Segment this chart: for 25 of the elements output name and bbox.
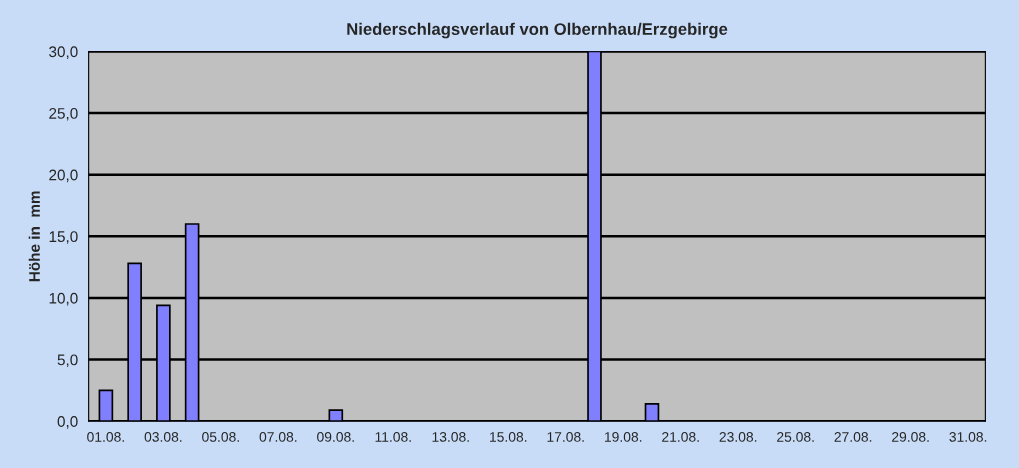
x-tick-label: 29.08. bbox=[892, 431, 929, 442]
x-tick-label: 25.08. bbox=[777, 431, 814, 442]
x-tick-label: 15.08. bbox=[490, 431, 527, 442]
x-tick-label: 07.08. bbox=[259, 431, 297, 442]
y-axis-title: Höhe in mm bbox=[28, 191, 40, 282]
x-tick-label: 13.08. bbox=[432, 431, 469, 442]
x-tick-label: 17.08. bbox=[547, 431, 584, 442]
y-tick-label: 20,0 bbox=[49, 169, 78, 183]
y-tick-label: 10,0 bbox=[49, 292, 78, 306]
x-tick-label: 05.08. bbox=[202, 431, 239, 442]
x-tick-label: 01.08. bbox=[87, 431, 124, 442]
y-tick-label: 5,0 bbox=[57, 354, 78, 368]
x-tick-label: 21.08. bbox=[662, 431, 699, 442]
x-tick-label: 19.08. bbox=[604, 431, 642, 442]
x-tick-label: 09.08. bbox=[317, 431, 354, 442]
y-tick-label: 0,0 bbox=[57, 416, 78, 429]
x-tick-label: 27.08. bbox=[834, 431, 872, 442]
x-tick-label: 11.08. bbox=[375, 431, 411, 442]
y-tick-label: 25,0 bbox=[49, 107, 78, 121]
x-tick-label: 03.08. bbox=[144, 431, 182, 442]
y-tick-label: 15,0 bbox=[49, 231, 78, 244]
x-tick-label: 23.08. bbox=[719, 431, 757, 442]
chart-title: Niederschlagsverlauf von Olbernhau/Erzgebirge bbox=[347, 22, 728, 39]
y-tick-label: 30,0 bbox=[49, 46, 78, 59]
x-tick-label: 31.08. bbox=[949, 431, 987, 442]
